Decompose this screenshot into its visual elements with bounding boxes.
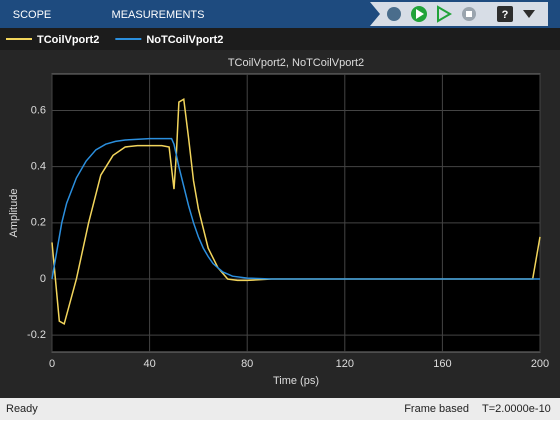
status-mode: Frame based xyxy=(404,403,469,415)
tab[interactable]: SCOPE xyxy=(13,9,52,21)
toolbar-icons: ? xyxy=(387,5,535,23)
status-text: Ready xyxy=(6,403,38,415)
y-tick-label: 0.6 xyxy=(31,104,46,116)
y-tick-label: -0.2 xyxy=(27,329,46,341)
x-axis-label: Time (ps) xyxy=(273,375,319,387)
tab[interactable]: MEASUREMENTS xyxy=(112,9,205,21)
run-glyph xyxy=(416,9,424,19)
x-tick-label: 160 xyxy=(433,358,451,370)
legend-label[interactable]: NoTCoilVport2 xyxy=(146,34,223,46)
series-line xyxy=(51,137,540,280)
x-tick-label: 0 xyxy=(49,358,55,370)
x-tick-label: 40 xyxy=(143,358,155,370)
status-time: T=2.0000e-10 xyxy=(482,403,551,415)
x-tick-label: 120 xyxy=(336,358,354,370)
help-glyph: ? xyxy=(502,9,509,21)
plot-area xyxy=(51,73,541,353)
help-icon[interactable] xyxy=(497,6,513,22)
step-icon[interactable] xyxy=(437,5,452,23)
x-tick-label: 80 xyxy=(241,358,253,370)
settings-icon[interactable] xyxy=(387,7,401,21)
y-tick-label: 0.4 xyxy=(31,161,46,173)
stop-glyph xyxy=(466,11,472,17)
legend-label[interactable]: TCoilVport2 xyxy=(37,34,99,46)
x-tick-label: 200 xyxy=(531,358,549,370)
chart-title: TCoilVport2, NoTCoilVport2 xyxy=(228,57,364,69)
y-tick-label: 0.2 xyxy=(31,217,46,229)
legend-bar xyxy=(0,28,560,50)
status-bar xyxy=(0,398,560,420)
menu-icon[interactable] xyxy=(523,10,535,18)
y-axis-label: Amplitude xyxy=(8,189,20,238)
y-tick-label: 0 xyxy=(40,273,46,285)
